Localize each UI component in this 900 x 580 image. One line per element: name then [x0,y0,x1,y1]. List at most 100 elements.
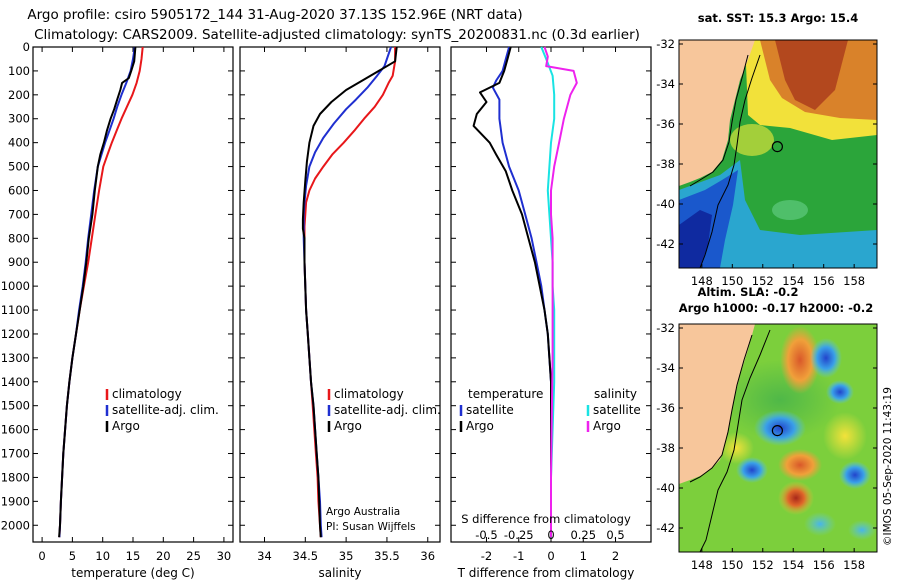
map-x-tick-label: 152 [752,274,774,288]
series-line-s-satellite [540,46,556,538]
depth-tick-label: 800 [8,231,30,245]
x-tick-label: 35 [339,549,354,563]
map-x-tick-label: 158 [843,274,865,288]
depth-tick-label: 0 [23,40,30,54]
figure-title-line2: Climatology: CARS2009. Satellite-adjuste… [34,27,640,43]
depth-tick-label: 1500 [1,399,30,413]
x-tick-label: 34.5 [293,549,319,563]
legend-label-satellite: satellite-adj. clim. [112,403,219,417]
map-x-tick-label: 148 [691,558,713,572]
depth-tick-label: 300 [8,112,30,126]
sla-blob [839,461,871,489]
sla-map-axes: 148 150 152 154 156 158 -32 -34 -36 -38 -40 -42 [656,321,877,572]
map-x-tick-label: 150 [721,274,743,288]
x-tick-label: 15 [126,549,141,563]
sla-blob [810,338,842,378]
salinity-legend: climatology satellite-adj. clim. Argo [327,387,441,433]
annotation-argo-australia: Argo Australia [326,506,400,518]
map-x-tick-label: 154 [782,274,804,288]
map-y-tick-label: -34 [656,361,675,375]
legend-label-climatology: climatology [334,387,404,401]
x-tick-label: 35.5 [374,549,400,563]
x-tick-label: 34 [257,549,272,563]
salinity-panel: 34 34.5 35 35.5 36 salinity climatology sate… [239,46,441,580]
map-x-tick-label: 154 [782,558,804,572]
depth-tick-label: 100 [8,64,30,78]
depth-tick-label: 1300 [1,351,30,365]
temperature-panel: 0100200300400500600700800900100011001200… [1,40,234,580]
legend-label-t-satellite: satellite [466,403,514,417]
sla-land [679,324,755,484]
sst-map-axes: 148 150 152 154 156 158 -32 -34 -36 -38 -40 -42 [656,37,877,288]
map-y-tick-label: -38 [656,441,675,455]
x-tick-label: 1 [580,549,587,563]
temperature-x-axis: 0 5 10 15 20 25 30 [38,47,231,563]
legend-title-salinity: salinity [594,387,637,401]
secondary-x-tick-label: -0.25 [504,528,534,542]
series-line-argo [58,46,137,538]
map-x-tick-label: 158 [843,558,865,572]
x-tick-label: 36 [420,549,435,563]
map-x-tick-label: 156 [813,558,835,572]
x-tick-label: -1 [513,549,524,563]
salinity-xlabel: salinity [318,566,361,580]
depth-tick-label: 400 [8,136,30,150]
temperature-plot-frame [32,46,234,543]
legend-label-t-argo: Argo [466,419,494,433]
salinity-x-axis: 34 34.5 35 35.5 36 [257,47,435,563]
temperature-xlabel: temperature (deg C) [71,566,194,580]
map-x-tick-label: 150 [721,558,743,572]
sla-blob [778,449,822,481]
float-position-marker [771,141,783,153]
legend-label-climatology: climatology [112,387,182,401]
depth-tick-label: 1400 [1,375,30,389]
x-tick-label: 0 [547,549,554,563]
depth-tick-label: 1000 [1,279,30,293]
sla-blob [826,380,854,404]
x-tick-label: -2 [481,549,492,563]
x-tick-label: 2 [612,549,619,563]
sla-map-title-line1: Altim. SLA: -0.2 [697,285,798,299]
float-position-marker [771,425,783,437]
difference-xlabel: T difference from climatology [457,566,635,580]
legend-label-s-satellite: satellite [593,403,641,417]
x-tick-label: 10 [95,549,110,563]
salinity-series [301,46,398,538]
sst-map-title: sat. SST: 15.3 Argo: 15.4 [698,11,858,25]
depth-tick-label: 500 [8,160,30,174]
sla-blob [804,512,836,536]
depth-tick-label: 900 [8,255,30,269]
secondary-x-tick-label: 0 [547,528,554,542]
difference-series [472,46,578,538]
legend-label-argo: Argo [334,419,362,433]
difference-x-axis: -2 -1 0 1 2 [481,47,619,563]
sla-map: Altim. SLA: -0.2 Argo h1000: -0.17 h2000… [656,285,878,572]
x-tick-label: 25 [186,549,201,563]
sla-map-title-line2: Argo h1000: -0.17 h2000: -0.2 [679,301,874,315]
map-y-tick-label: -38 [656,157,675,171]
legend-label-argo: Argo [112,419,140,433]
temperature-series [58,46,144,538]
sla-blob [736,457,768,483]
map-y-tick-label: -42 [656,237,675,251]
secondary-x-tick-label: 0.5 [606,528,624,542]
salinity-plot-frame [239,46,441,543]
sla-shelf-contour [699,329,771,552]
map-y-tick-label: -36 [656,117,675,131]
map-y-tick-label: -34 [656,77,675,91]
sla-blob [754,410,806,446]
sla-map-frame [678,323,878,553]
map-y-tick-label: -42 [656,521,675,535]
imos-credit: ©IMOS 05-Sep-2020 11:43:19 [882,387,894,546]
sla-coastline [689,334,753,483]
map-x-tick-label: 152 [752,558,774,572]
figure-title-line1: Argo profile: csiro 5905172_144 31-Aug-2… [27,7,522,23]
sla-blob [778,481,814,515]
map-y-tick-label: -40 [656,197,675,211]
map-y-tick-label: -40 [656,481,675,495]
sla-blob [848,520,876,540]
map-y-tick-label: -36 [656,401,675,415]
sst-coldest-zone [679,210,712,268]
legend-label-s-argo: Argo [593,419,621,433]
